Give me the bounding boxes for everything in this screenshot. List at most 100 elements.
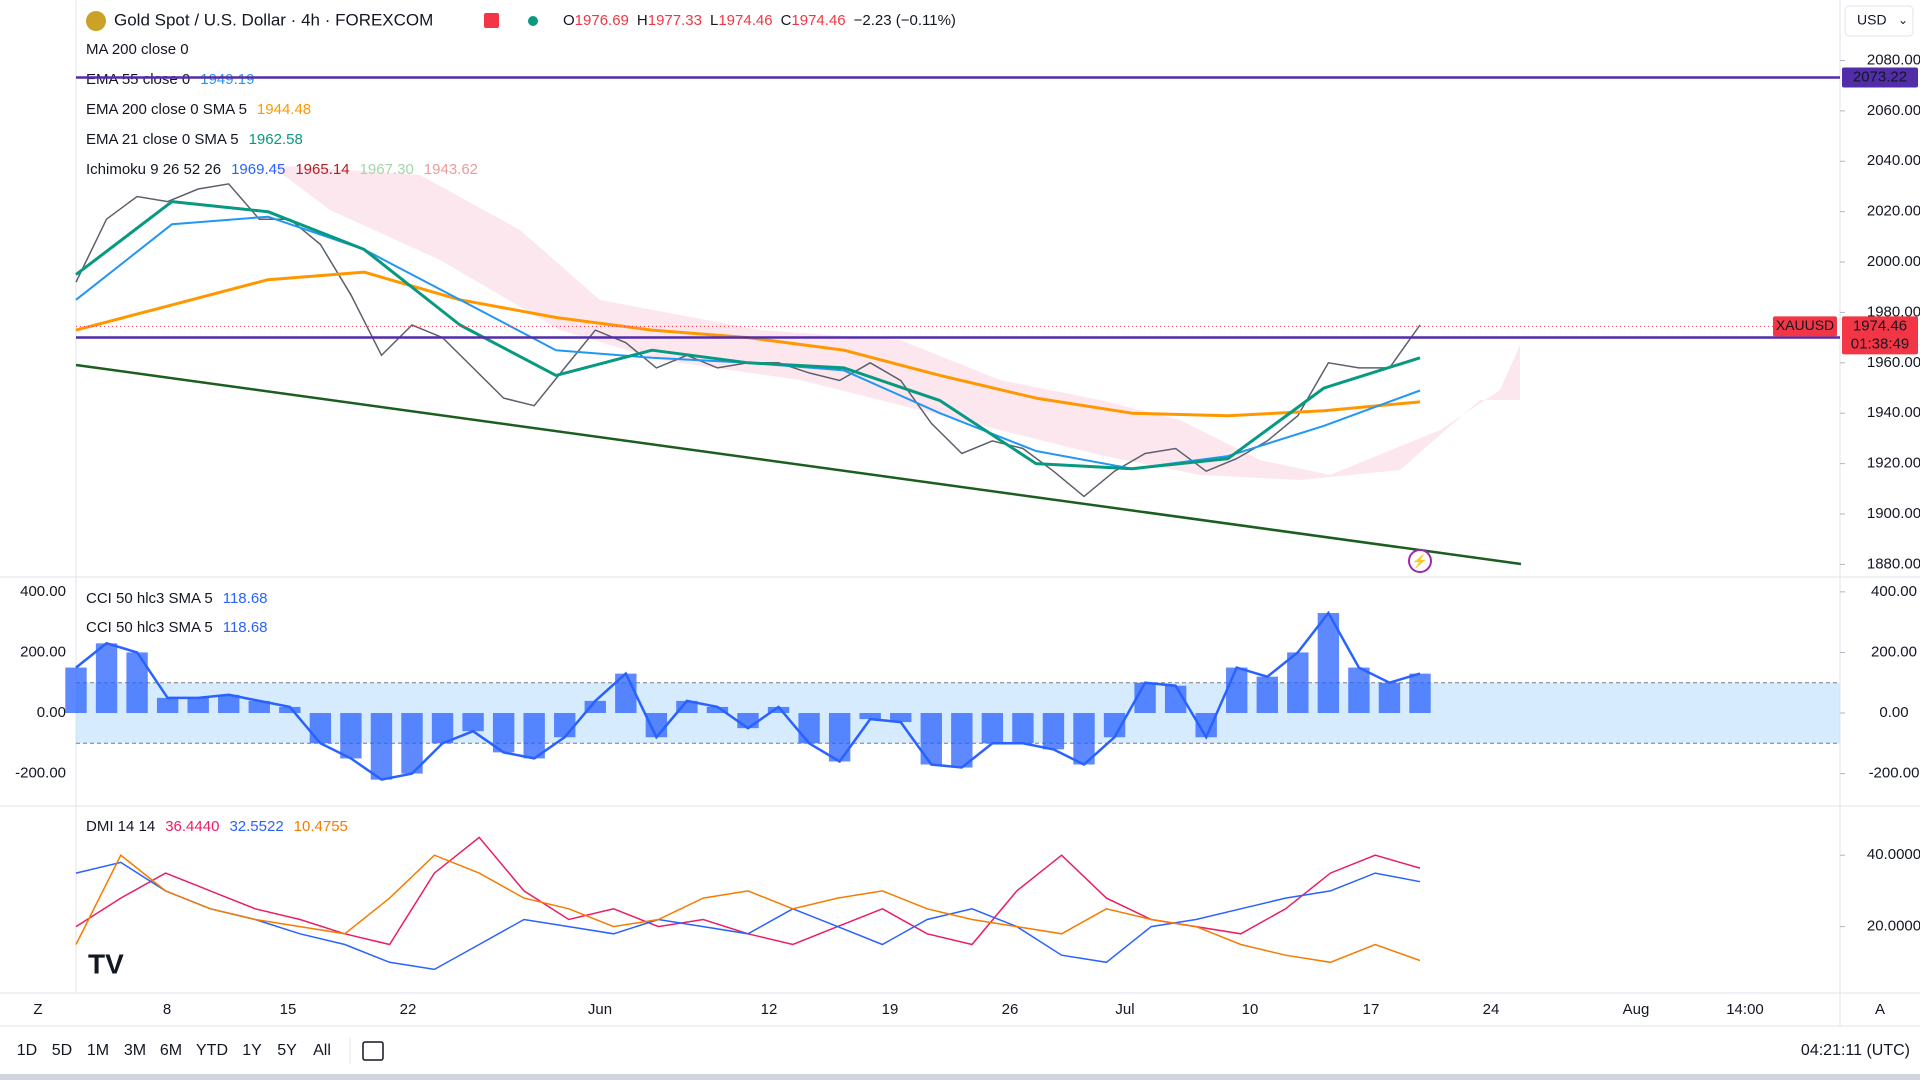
legend-value: 1943.62 bbox=[424, 161, 478, 178]
cci-bar bbox=[248, 700, 270, 714]
price-tick-label: 2000.00 bbox=[1867, 253, 1920, 270]
cci-bar bbox=[706, 706, 729, 714]
flag-icon[interactable] bbox=[484, 13, 499, 28]
cci-tick-label-left: 400.00 bbox=[20, 583, 66, 600]
symbol-tag-label: XAUUSD bbox=[1776, 317, 1834, 333]
cci-bar bbox=[187, 697, 209, 714]
range-button[interactable]: YTD bbox=[196, 1042, 228, 1059]
range-button[interactable]: 1Y bbox=[242, 1042, 262, 1059]
time-axis-left[interactable]: Z bbox=[33, 1001, 42, 1018]
time-label: Jul bbox=[1115, 1001, 1134, 1018]
cci-bar bbox=[401, 713, 423, 774]
ohlc-item: H1977.33 bbox=[637, 12, 702, 29]
cci-bar bbox=[279, 706, 301, 714]
dmi-legend-name[interactable]: DMI 14 14 bbox=[86, 818, 155, 835]
level-tag-label: 2073.22 bbox=[1853, 69, 1907, 86]
range-button[interactable]: 6M bbox=[160, 1042, 182, 1059]
time-axis-right[interactable]: A bbox=[1875, 1001, 1885, 1018]
ohlc-value: 1974.46 bbox=[791, 12, 845, 29]
legend-value: 1965.14 bbox=[295, 161, 349, 178]
cci-bar bbox=[370, 713, 393, 780]
market-status bbox=[528, 16, 538, 26]
cci-bar bbox=[340, 713, 362, 759]
cci-bar bbox=[737, 713, 759, 729]
logo: TV bbox=[88, 948, 124, 979]
ohlc-label: C bbox=[781, 12, 792, 29]
price-tick-label: 2040.00 bbox=[1867, 152, 1920, 169]
indicator-legend: MA 200 close 0 EMA 55 close 0 1949.19 EMA 2… bbox=[86, 41, 478, 178]
time-label: 10 bbox=[1242, 1001, 1259, 1018]
range-button[interactable]: 1D bbox=[17, 1042, 37, 1059]
cci-bar bbox=[1256, 676, 1278, 714]
cci-bar bbox=[828, 713, 851, 762]
time-label: 26 bbox=[1002, 1001, 1019, 1018]
price-tick-label: 1980.00 bbox=[1867, 303, 1920, 320]
legend-value: 1944.48 bbox=[257, 101, 311, 118]
cci-bar bbox=[1042, 713, 1065, 750]
symbol-tag bbox=[1773, 316, 1837, 337]
legend-name[interactable]: MA 200 close 0 bbox=[86, 41, 189, 58]
dmi-legend-value: 36.4440 bbox=[165, 818, 219, 835]
cci-bar bbox=[859, 713, 881, 720]
cci-bar bbox=[981, 713, 1004, 744]
ohlc-value: 1974.46 bbox=[718, 12, 772, 29]
range-button[interactable]: 1M bbox=[87, 1042, 109, 1059]
cci-legend-name[interactable]: CCI 50 hlc3 SMA 5 bbox=[86, 619, 213, 636]
currency: USD bbox=[1857, 12, 1887, 28]
symbol-title[interactable]: Gold Spot / U.S. Dollar · 4h · FOREXCOM bbox=[114, 10, 433, 29]
legend-name[interactable]: EMA 21 close 0 SMA 5 bbox=[86, 131, 239, 148]
cci-bar bbox=[767, 706, 790, 714]
cci-bar bbox=[1348, 667, 1370, 714]
cci-bar bbox=[951, 713, 973, 768]
currency-button[interactable] bbox=[1844, 5, 1914, 37]
legend-name[interactable]: EMA 55 close 0 bbox=[86, 71, 190, 88]
last-price-tag bbox=[1842, 316, 1918, 355]
time-label: 19 bbox=[882, 1001, 899, 1018]
legend-name[interactable]: EMA 200 close 0 SMA 5 bbox=[86, 101, 247, 118]
time-label: 8 bbox=[163, 1001, 171, 1018]
legend-value: 1967.30 bbox=[360, 161, 414, 178]
price-tick-label: 2080.00 bbox=[1867, 51, 1920, 68]
alert-icon[interactable] bbox=[1408, 549, 1432, 573]
moving-average bbox=[75, 200, 1421, 471]
ohlc-label: L bbox=[710, 12, 718, 29]
legend-value: 1962.58 bbox=[249, 131, 303, 148]
cci-tick-label: 400.00 bbox=[1871, 583, 1917, 600]
cci-line bbox=[75, 610, 1421, 781]
range-button[interactable]: 5Y bbox=[277, 1042, 297, 1059]
range-button[interactable]: All bbox=[313, 1042, 331, 1059]
dmi-tick-label: 40.0000 bbox=[1867, 846, 1920, 863]
range-button[interactable]: 3M bbox=[124, 1042, 146, 1059]
dmi-legend: DMI 14 14 36.4440 32.5522 10.4755 bbox=[86, 818, 348, 835]
date-range-icon[interactable] bbox=[362, 1041, 384, 1061]
time-label: Jun bbox=[588, 1001, 612, 1018]
price-tick-label: 1900.00 bbox=[1867, 505, 1920, 522]
legend-row: EMA 200 close 0 SMA 5 1944.48 bbox=[86, 101, 311, 118]
clock[interactable]: 04:21:11 (UTC) bbox=[1801, 1042, 1910, 1059]
legend-row: Ichimoku 9 26 52 26 1969.45 1965.14 1967.30… bbox=[86, 161, 478, 178]
range-button[interactable]: 5D bbox=[52, 1042, 72, 1059]
ohlc: O1976.69 H1977.33 L1974.46 C1974.46 −2.23 (−… bbox=[563, 12, 956, 29]
cci-bar bbox=[1073, 713, 1095, 765]
cci-bar bbox=[309, 713, 332, 744]
price-tick-label: 1880.00 bbox=[1867, 555, 1920, 572]
time-label: 14:00 bbox=[1726, 1001, 1764, 1018]
price-tick-label: 2060.00 bbox=[1867, 102, 1920, 119]
time-label: Aug bbox=[1623, 1001, 1650, 1018]
cci-legend-value: 118.68 bbox=[223, 590, 268, 607]
cci-legend-name[interactable]: CCI 50 hlc3 SMA 5 bbox=[86, 590, 213, 607]
cci-bar bbox=[1103, 713, 1126, 738]
legend-name[interactable]: Ichimoku 9 26 52 26 bbox=[86, 161, 221, 178]
dmi-line bbox=[75, 854, 1421, 964]
cci-bar bbox=[431, 713, 454, 744]
last-price-label: 1974.46 bbox=[1853, 317, 1907, 334]
cci-tick-label-left: 0.00 bbox=[37, 704, 66, 721]
countdown: 01:38:49 bbox=[1851, 335, 1909, 352]
dmi-tick-label: 20.0000 bbox=[1867, 918, 1920, 935]
cci-legend: CCI 50 hlc3 SMA 5 118.68 bbox=[86, 590, 268, 607]
cci-bar bbox=[462, 713, 484, 732]
currency-caret: ⌄ bbox=[1898, 13, 1908, 27]
alert-glyph: ⚡ bbox=[1412, 553, 1428, 569]
cci-bar bbox=[798, 713, 820, 744]
cci-legend-value: 118.68 bbox=[223, 619, 268, 636]
